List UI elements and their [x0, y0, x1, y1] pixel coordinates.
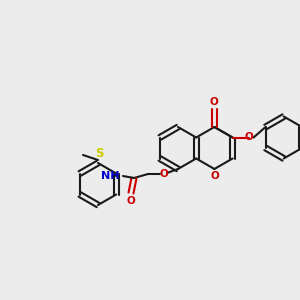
Text: S: S — [95, 147, 103, 160]
Text: O: O — [210, 97, 219, 107]
Text: O: O — [127, 196, 135, 206]
Text: O: O — [160, 169, 168, 179]
Text: O: O — [244, 133, 253, 142]
Text: O: O — [211, 171, 220, 181]
Text: NH: NH — [101, 171, 120, 181]
